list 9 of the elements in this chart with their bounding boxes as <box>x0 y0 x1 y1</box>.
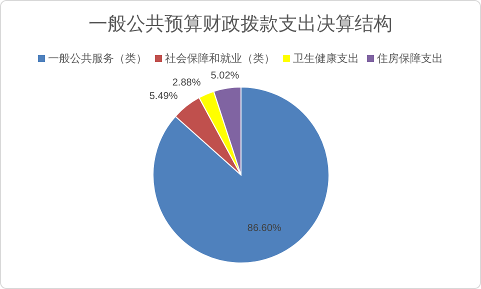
data-label: 2.88% <box>172 77 201 88</box>
data-label: 5.02% <box>210 70 240 82</box>
legend-label: 一般公共服务（类） <box>48 52 147 65</box>
legend-label: 卫生健康支出 <box>293 52 359 65</box>
data-label: 86.60% <box>247 223 282 234</box>
chart-title: 一般公共预算财政拨款支出决算结构 <box>88 14 392 35</box>
data-label: 5.49% <box>149 90 178 102</box>
legend-label: 社会保障和就业（类） <box>165 52 275 65</box>
legend-label: 住房保障支出 <box>377 52 443 65</box>
